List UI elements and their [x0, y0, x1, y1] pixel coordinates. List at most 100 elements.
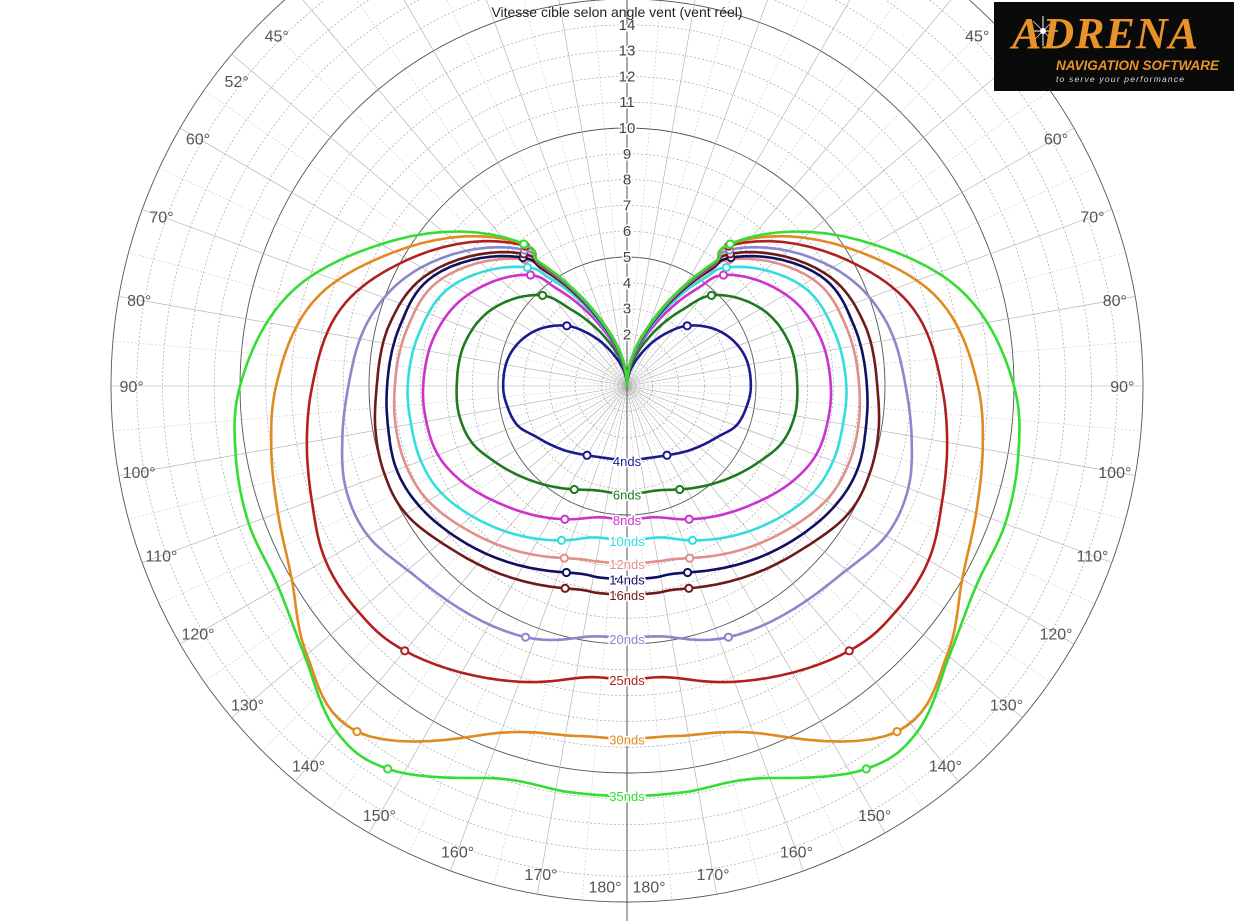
spoke-165 — [626, 385, 761, 885]
target-marker-8nds — [560, 514, 570, 524]
spoke-35 — [626, 0, 898, 387]
radial-tick-label: 3 — [623, 301, 631, 318]
series-label: 35nds — [609, 789, 645, 804]
target-marker-20nds — [520, 632, 531, 642]
angle-label: 100° — [1098, 465, 1131, 482]
radial-tick-label: 2 — [623, 326, 631, 343]
spoke-350 — [558, 0, 628, 387]
spoke-320 — [302, 0, 628, 387]
target-marker-35nds — [861, 764, 871, 774]
spoke-95 — [626, 385, 1142, 432]
spoke-300 — [179, 127, 628, 387]
series-line-25nds — [625, 239, 949, 684]
series-label: 16nds — [609, 588, 645, 603]
angle-label: 160° — [780, 844, 813, 861]
angle-label: 110° — [146, 548, 178, 565]
spoke-175 — [626, 385, 673, 901]
series-label: 20nds — [609, 632, 645, 647]
spoke-80 — [626, 296, 1136, 387]
angle-label: 70° — [149, 210, 173, 227]
radial-tick-label: 10 — [619, 120, 636, 137]
angle-label: 140° — [292, 758, 325, 775]
angle-label: 90° — [1110, 379, 1134, 396]
spoke-50 — [626, 54, 1023, 387]
spoke-125 — [626, 385, 1050, 683]
radial-tick-label: 12 — [619, 68, 636, 85]
radial-tick-label: 14 — [619, 17, 636, 34]
angle-label: 60° — [1044, 131, 1068, 148]
target-marker-25nds — [400, 646, 410, 656]
angle-label: 100° — [123, 465, 156, 482]
chart-title: Vitesse cible selon angle vent (vent rée… — [491, 4, 742, 20]
adrena-logo: ADRENA NAVIGATION SOFTWARE to serve your… — [994, 2, 1234, 91]
target-marker-10nds — [687, 535, 698, 545]
spoke-10 — [626, 0, 696, 387]
spoke-240 — [179, 385, 628, 645]
logo-subtitle: NAVIGATION SOFTWARE — [1056, 58, 1219, 73]
spoke-170 — [626, 385, 717, 895]
spoke-85 — [626, 340, 1142, 387]
series-line-10nds — [406, 265, 629, 543]
radial-tick-label: 13 — [619, 43, 636, 60]
angle-label: 180° — [632, 879, 665, 896]
spoke-185 — [581, 385, 628, 901]
spoke-75 — [626, 252, 1126, 387]
angle-label: 52° — [225, 74, 249, 91]
spoke-150 — [626, 385, 886, 834]
angle-label: 110° — [1077, 548, 1109, 565]
series-line-35nds — [233, 230, 629, 798]
angle-label: 150° — [858, 808, 891, 825]
spoke-230 — [231, 385, 628, 718]
spoke-310 — [231, 54, 628, 387]
star-icon — [1028, 16, 1058, 46]
target-marker-6nds — [537, 290, 548, 301]
angle-label: 60° — [186, 131, 210, 148]
angle-label: 80° — [127, 293, 151, 310]
angle-label: 90° — [120, 379, 144, 396]
series-line-8nds — [625, 273, 833, 522]
angle-label: 170° — [524, 867, 557, 884]
angle-label: 130° — [990, 697, 1023, 714]
spoke-135 — [626, 385, 993, 752]
spoke-210 — [368, 385, 628, 834]
radial-tick-label: 5 — [623, 249, 631, 266]
spoke-280 — [118, 296, 628, 387]
angle-label: 120° — [181, 627, 214, 644]
angle-label: 150° — [363, 808, 396, 825]
spoke-205 — [408, 385, 628, 854]
spoke-265 — [112, 385, 628, 432]
angle-label: 70° — [1080, 210, 1104, 227]
series-label: 6nds — [613, 487, 642, 502]
target-marker-16nds — [560, 583, 570, 593]
target-marker-6nds — [675, 484, 685, 495]
logo-brand: ADRENA — [1012, 9, 1199, 58]
spoke-330 — [403, 0, 628, 387]
polar-series — [233, 230, 1021, 798]
target-marker-6nds — [706, 290, 717, 301]
spoke-65 — [626, 167, 1095, 387]
spoke-55 — [626, 89, 1050, 387]
spoke-100 — [626, 385, 1136, 476]
spoke-40 — [626, 0, 952, 387]
target-marker-35nds — [383, 764, 393, 774]
target-marker-12nds — [685, 553, 695, 563]
series-label: 10nds — [609, 534, 645, 549]
target-marker-8nds — [718, 270, 729, 280]
spoke-120 — [626, 385, 1075, 645]
target-marker-35nds — [725, 239, 735, 249]
angle-label: 120° — [1039, 627, 1072, 644]
series-line-25nds — [305, 239, 629, 684]
series-line-35nds — [625, 230, 1021, 798]
spoke-235 — [204, 385, 628, 683]
spoke-345 — [523, 0, 628, 387]
target-marker-8nds — [684, 514, 694, 524]
spoke-20 — [626, 0, 768, 387]
spoke-15 — [626, 0, 731, 387]
logo-tagline: to serve your performance — [1056, 74, 1186, 84]
radial-tick-label: 8 — [623, 172, 631, 189]
spoke-160 — [626, 385, 804, 871]
radial-tick-label: 7 — [623, 197, 631, 214]
series-label: 4nds — [613, 454, 642, 469]
spoke-260 — [118, 385, 628, 476]
